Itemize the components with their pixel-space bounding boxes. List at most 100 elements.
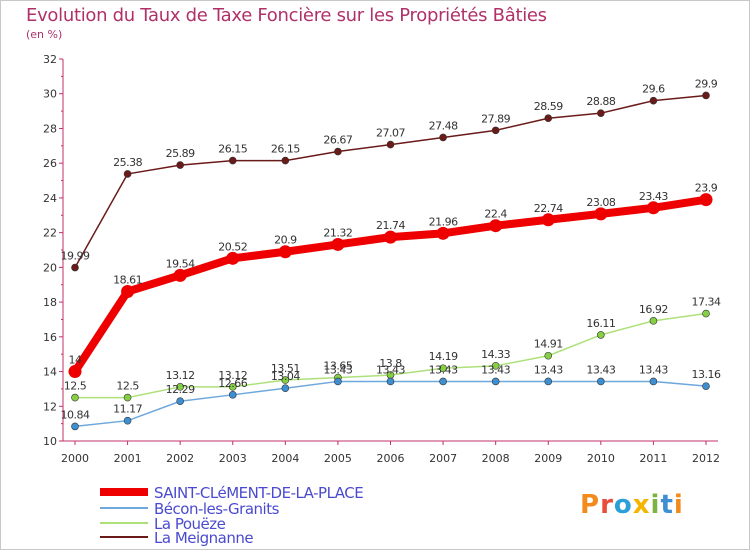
data-label: 23.43 bbox=[639, 190, 668, 203]
x-tick-label: 2004 bbox=[271, 452, 299, 465]
data-label: 19.99 bbox=[61, 250, 90, 263]
data-label: 14.91 bbox=[534, 338, 563, 351]
y-tick-label: 16 bbox=[43, 331, 57, 344]
data-label: 11.17 bbox=[113, 403, 142, 416]
data-label: 29.9 bbox=[695, 77, 718, 90]
data-point bbox=[702, 382, 710, 390]
data-label: 17.34 bbox=[692, 296, 721, 309]
data-point bbox=[123, 393, 132, 402]
y-tick-label: 12 bbox=[43, 400, 57, 413]
data-point bbox=[491, 362, 500, 370]
x-tick-label: 2002 bbox=[166, 452, 194, 465]
y-tick-label: 28 bbox=[43, 122, 57, 135]
chart-unit: (en %) bbox=[26, 28, 63, 41]
data-point bbox=[281, 384, 290, 393]
data-label: 20.9 bbox=[274, 234, 297, 247]
data-label: 13.43 bbox=[323, 363, 352, 376]
data-point bbox=[594, 207, 608, 221]
data-label: 12.29 bbox=[166, 383, 195, 396]
data-point bbox=[597, 377, 605, 386]
legend-label: La Meignanne bbox=[154, 529, 253, 547]
x-tick-label: 2005 bbox=[324, 452, 352, 465]
data-point bbox=[541, 213, 555, 227]
data-point bbox=[121, 284, 135, 298]
data-point bbox=[436, 226, 450, 240]
data-label: 12.5 bbox=[116, 380, 139, 393]
data-point bbox=[597, 109, 605, 117]
data-point bbox=[439, 133, 447, 142]
data-label: 13.43 bbox=[534, 363, 563, 376]
data-label: 16.11 bbox=[586, 317, 615, 330]
data-point bbox=[173, 268, 187, 282]
chart-title: Evolution du Taux de Taxe Foncière sur l… bbox=[26, 5, 547, 26]
data-point bbox=[176, 397, 184, 406]
data-point bbox=[71, 393, 79, 402]
y-tick-label: 14 bbox=[43, 366, 57, 379]
data-point bbox=[439, 377, 447, 386]
x-tick-label: 2012 bbox=[692, 452, 720, 465]
data-label: 23.08 bbox=[586, 196, 615, 209]
data-point bbox=[491, 126, 500, 135]
data-point bbox=[176, 383, 184, 391]
x-tick-label: 2009 bbox=[534, 452, 562, 465]
data-point bbox=[649, 96, 658, 105]
data-label: 12.5 bbox=[64, 380, 87, 393]
x-tick-label: 2000 bbox=[61, 452, 89, 465]
data-label: 10.84 bbox=[61, 408, 90, 421]
data-label: 13.65 bbox=[323, 360, 352, 373]
data-label: 13.43 bbox=[376, 363, 405, 376]
data-label: 13.12 bbox=[166, 369, 195, 382]
y-tick-label: 26 bbox=[43, 157, 57, 170]
data-point bbox=[439, 364, 447, 373]
y-tick-label: 32 bbox=[43, 53, 57, 66]
data-point bbox=[71, 263, 79, 272]
data-point bbox=[334, 147, 342, 156]
data-label: 13.43 bbox=[639, 363, 668, 376]
data-label: 13.43 bbox=[586, 363, 615, 376]
data-point bbox=[68, 365, 82, 379]
data-label: 27.48 bbox=[429, 119, 458, 132]
data-point bbox=[386, 140, 395, 149]
data-label: 14 bbox=[69, 354, 82, 367]
data-point bbox=[544, 351, 553, 360]
data-label: 13.43 bbox=[429, 363, 458, 376]
data-label: 26.15 bbox=[271, 143, 300, 156]
data-label: 13.16 bbox=[692, 368, 721, 381]
data-point bbox=[544, 114, 553, 123]
x-tick-label: 2003 bbox=[219, 452, 247, 465]
data-label: 14.19 bbox=[429, 350, 458, 363]
y-tick-label: 24 bbox=[43, 192, 57, 205]
data-label: 13.12 bbox=[218, 369, 247, 382]
data-label: 12.66 bbox=[218, 377, 247, 390]
data-point bbox=[278, 245, 292, 259]
legend-label: La Pouëze bbox=[154, 515, 226, 533]
data-point bbox=[649, 377, 658, 386]
data-label: 16.92 bbox=[639, 303, 668, 316]
data-label: 25.89 bbox=[166, 147, 195, 160]
data-label: 29.6 bbox=[642, 83, 665, 96]
y-tick-label: 20 bbox=[43, 261, 57, 274]
data-point bbox=[176, 161, 184, 169]
data-label: 13.43 bbox=[481, 363, 510, 376]
data-label: 21.74 bbox=[376, 219, 405, 232]
data-point bbox=[334, 377, 342, 386]
data-label: 20.52 bbox=[218, 240, 247, 253]
data-point bbox=[702, 91, 710, 100]
x-tick-label: 2008 bbox=[482, 452, 510, 465]
x-tick-label: 2011 bbox=[639, 452, 667, 465]
data-label: 25.38 bbox=[113, 156, 142, 169]
x-tick-label: 2007 bbox=[429, 452, 457, 465]
data-point bbox=[646, 201, 660, 215]
data-point bbox=[702, 309, 710, 318]
data-label: 28.59 bbox=[534, 100, 563, 113]
y-tick-label: 22 bbox=[43, 227, 57, 240]
data-point bbox=[281, 156, 290, 165]
data-label: 22.4 bbox=[484, 208, 507, 221]
data-label: 21.96 bbox=[429, 215, 458, 228]
data-label: 21.32 bbox=[323, 226, 352, 239]
data-point bbox=[649, 317, 658, 325]
data-point bbox=[71, 422, 79, 431]
y-tick-label: 10 bbox=[43, 435, 57, 448]
data-label: 26.67 bbox=[323, 134, 352, 147]
